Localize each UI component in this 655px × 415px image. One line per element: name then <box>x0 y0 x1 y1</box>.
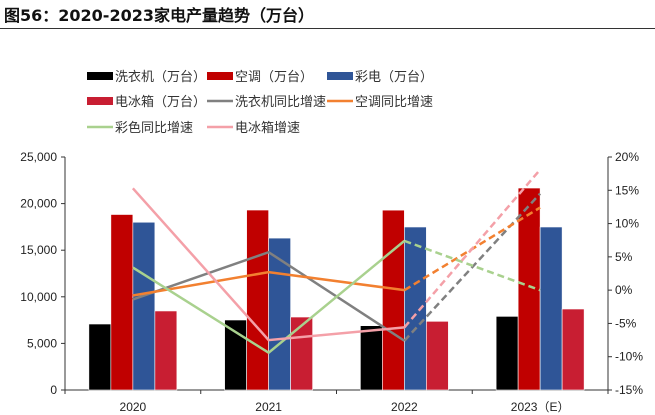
axes: 0 5,000 10,000 15,000 20,000 25,000 -15% -10% -5… <box>20 150 643 414</box>
x-tick-label: 2021 <box>255 400 282 414</box>
right-tick-label: -5% <box>615 316 637 330</box>
bar-1-2020 <box>110 214 134 391</box>
bar-2-2023（E） <box>539 226 563 391</box>
line-series-3-forecast <box>403 168 542 329</box>
chart-title: 图56：2020-2023家电产量趋势（万台） <box>4 6 314 25</box>
right-tick-label: 15% <box>615 183 639 197</box>
bars <box>88 187 585 391</box>
right-tick-label: -15% <box>615 383 643 397</box>
left-tick-label: 25,000 <box>20 150 57 164</box>
right-tick-label: -10% <box>615 350 643 364</box>
right-tick-label: 0% <box>615 283 633 297</box>
bar-0-2023（E） <box>495 316 519 391</box>
bar-1-2021 <box>246 209 269 391</box>
line-series-0 <box>132 250 406 342</box>
legend-label: 彩电（万台） <box>355 70 433 85</box>
legend-label: 彩色同比增速 <box>115 120 193 136</box>
bar-2-2020 <box>132 221 156 391</box>
legend-label: 洗衣机（万台） <box>115 69 206 85</box>
bar-3-2020 <box>154 310 178 391</box>
bar-2-2021 <box>268 237 291 391</box>
bar-1-2022 <box>382 209 405 391</box>
bar-0-2020 <box>88 323 112 391</box>
bar-3-2022 <box>426 321 449 391</box>
bar-2-2022 <box>404 226 427 391</box>
line-series-1 <box>132 270 405 297</box>
legend-swatch <box>87 97 113 105</box>
right-tick-label: 5% <box>615 250 633 264</box>
bar-3-2021 <box>290 316 313 391</box>
bar-0-2021 <box>224 319 247 391</box>
legend-label: 电冰箱增速 <box>235 120 300 136</box>
line-series-2 <box>132 239 406 355</box>
x-tick-label: 2022 <box>391 400 418 414</box>
legend-label: 空调同比增速 <box>355 95 433 110</box>
line-series-3 <box>131 187 405 342</box>
bar-0-2022 <box>360 325 383 391</box>
x-tick-label: 2023（E） <box>511 400 570 414</box>
legend-swatch <box>207 72 233 80</box>
right-tick-label: 20% <box>615 150 639 164</box>
left-tick-label: 10,000 <box>20 290 57 304</box>
legend-swatch <box>87 72 113 80</box>
legend-swatch <box>327 72 353 80</box>
x-tick-label: 2020 <box>120 400 147 414</box>
legend-label: 洗衣机同比增速 <box>235 94 326 110</box>
lines <box>131 168 542 355</box>
left-tick-label: 5,000 <box>27 336 57 350</box>
legend-label: 电冰箱（万台） <box>115 94 206 110</box>
line-series-2-forecast <box>403 239 541 292</box>
bar-3-2023（E） <box>561 308 585 391</box>
legend: 洗衣机（万台） 空调（万台） 彩电（万台） 电冰箱（万台） 洗衣机同比增速 空调同比增速彩… <box>87 69 433 136</box>
line-series-0-forecast <box>403 192 542 342</box>
left-tick-label: 0 <box>50 383 57 397</box>
left-tick-label: 20,000 <box>20 197 57 211</box>
legend-label: 空调（万台） <box>235 70 313 85</box>
right-tick-label: 10% <box>615 217 639 231</box>
left-tick-label: 15,000 <box>20 243 57 257</box>
